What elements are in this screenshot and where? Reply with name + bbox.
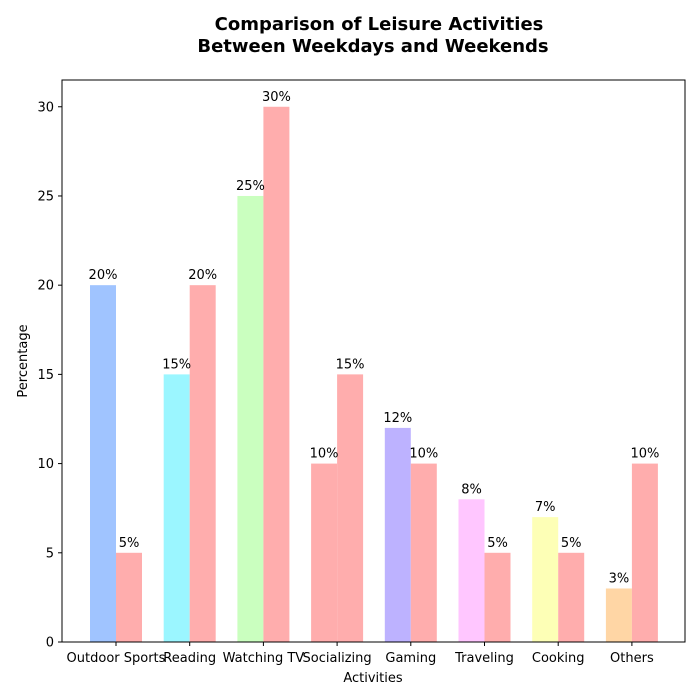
data-label-series1-4: 12% [383,411,412,426]
data-label-series2-4: 10% [409,447,438,462]
bar-series1-0 [90,285,116,642]
data-label-series1-1: 15% [162,357,191,372]
bar-series2-7 [631,463,658,642]
x-axis-label: Activities [343,671,403,686]
y-tick-label-2: 10 [37,457,54,472]
bar-series2-0 [116,552,142,642]
data-label-series1-7: 3% [609,571,630,586]
x-tick-label-6: Cooking [532,651,585,666]
data-label-series2-6: 5% [561,536,582,551]
data-label-series1-6: 7% [535,500,556,515]
x-tick-label-1: Reading [163,651,216,666]
data-label-series2-0: 5% [119,536,140,551]
bars-group [90,106,658,642]
y-tick-label-1: 5 [46,546,54,561]
data-label-series1-3: 10% [310,447,339,462]
bar-series2-6 [558,552,585,642]
data-labels-group: 20% 5% 15% 20% 25% 30% 10% 15% 12% 10% 8% 5% 7% 5% 3% 1… [89,90,660,587]
bar-series1-4 [384,427,411,642]
bar-series2-1 [189,285,216,642]
bar-series1-7 [605,588,632,642]
data-label-series2-1: 20% [188,268,217,283]
y-tick-label-5: 25 [37,189,54,204]
y-tick-label-4: 20 [37,279,54,294]
y-axis-label: Percentage [16,324,31,397]
bar-series2-4 [410,463,437,642]
y-tick-label-6: 30 [37,100,54,115]
chart-title-line-1: Comparison of Leisure Activities [215,14,544,35]
x-tick-label-7: Others [610,651,654,666]
bar-series1-6 [532,517,559,642]
data-label-series2-5: 5% [487,536,508,551]
data-label-series1-5: 8% [461,482,482,497]
x-tick-label-4: Gaming [385,651,436,666]
bar-series1-5 [458,499,485,642]
bar-series1-2 [237,195,264,642]
chart-title-line-2: Between Weekdays and Weekends [197,36,548,57]
bar-series2-2 [263,106,290,642]
data-label-series2-3: 15% [336,357,365,372]
y-tick-label-0: 0 [46,636,54,651]
bar-series2-3 [337,374,364,642]
bar-series1-1 [163,374,190,642]
x-tick-label-0: Outdoor Sports [67,651,166,666]
x-tick-label-3: Socializing [303,651,372,666]
bar-series1-3 [311,463,338,642]
data-label-series2-7: 10% [630,447,659,462]
y-tick-label-3: 15 [37,368,54,383]
plot-frame [61,79,686,643]
data-label-series1-0: 20% [89,268,118,283]
y-axis: 0 5 10 15 20 25 30 [37,100,62,651]
bar-series2-5 [484,552,511,642]
data-label-series1-2: 25% [236,179,265,194]
x-tick-label-2: Watching TV [223,651,305,666]
data-label-series2-2: 30% [262,90,291,105]
x-tick-label-5: Traveling [454,651,514,666]
